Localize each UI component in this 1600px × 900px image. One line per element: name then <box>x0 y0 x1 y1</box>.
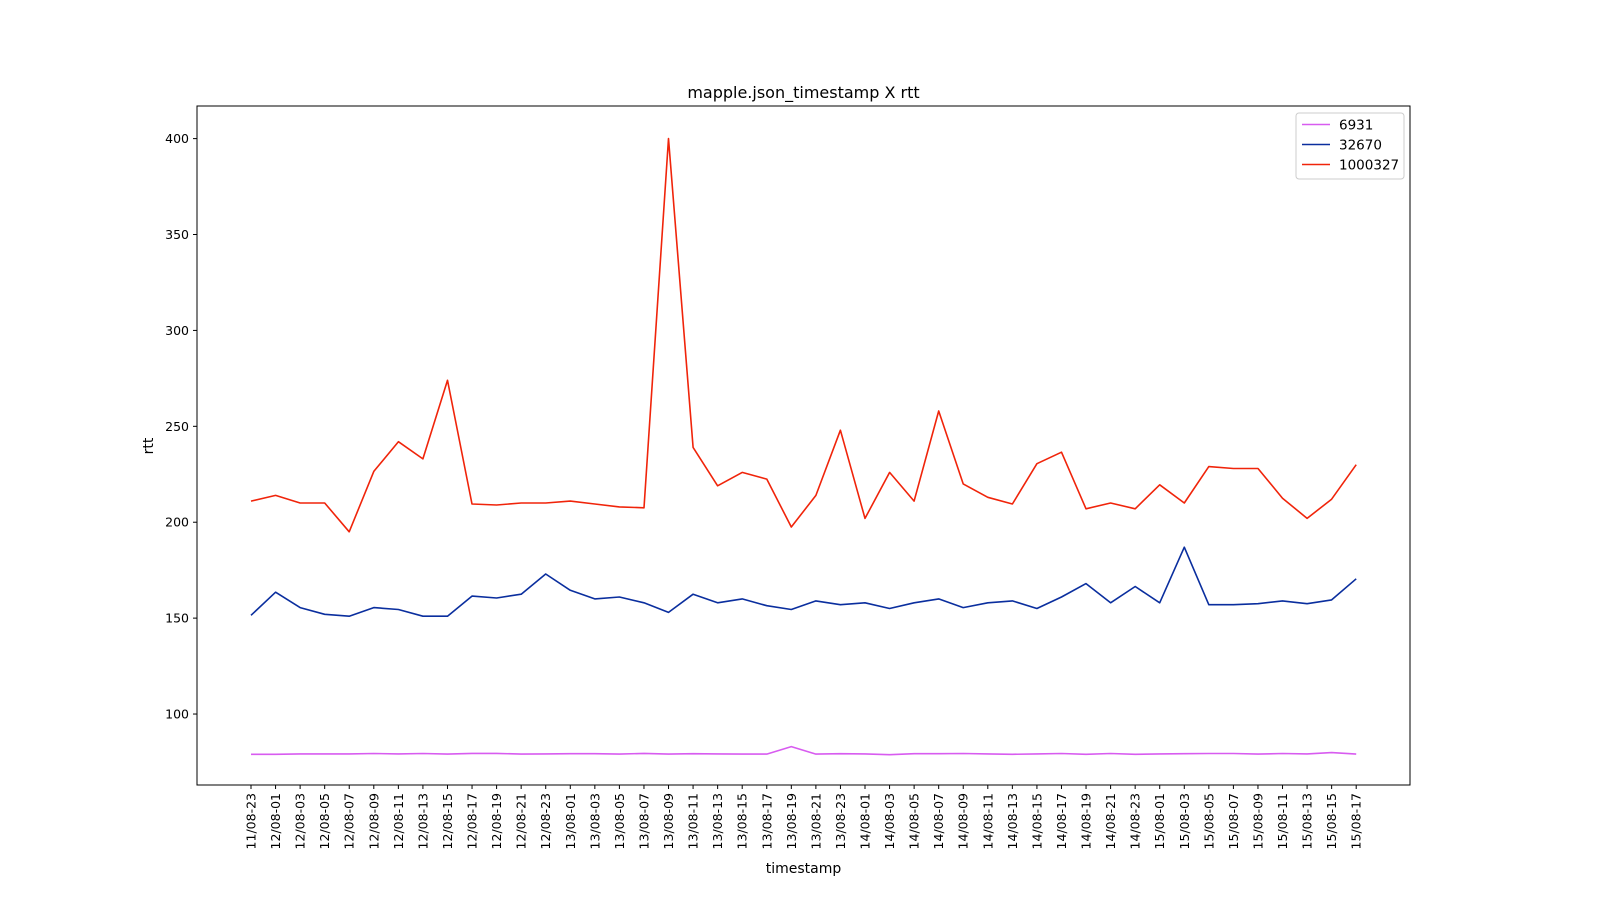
y-tick-label: 250 <box>165 419 189 434</box>
x-tick-label: 14/08-01 <box>858 793 873 849</box>
legend-box <box>1295 112 1405 180</box>
x-tick-label: 11/08-23 <box>244 793 259 849</box>
x-tick-label: 14/08-07 <box>931 793 946 849</box>
x-tick-label: 15/08-15 <box>1324 793 1339 849</box>
y-axis-title: rtt <box>141 437 157 454</box>
series-line-1000327 <box>250 137 1357 533</box>
y-axis: 100 150 200 250 300 350 400 <box>165 131 197 722</box>
x-tick-label: 12/08-23 <box>538 793 553 849</box>
y-tick-label: 300 <box>165 323 189 338</box>
x-tick-label: 13/08-13 <box>710 793 725 849</box>
x-tick-label: 15/08-07 <box>1226 793 1241 849</box>
x-tick-label: 12/08-03 <box>293 793 308 849</box>
x-tick-label: 12/08-09 <box>366 793 381 849</box>
x-tick-label: 13/08-19 <box>784 793 799 849</box>
x-tick-label: 15/08-05 <box>1201 793 1216 849</box>
x-axis: 11/08-23 12/08-01 12/08-03 12/08-05 12/08-07… <box>244 785 1364 849</box>
x-tick-label: 15/08-17 <box>1349 793 1364 849</box>
chart-title: mapple.json_timestamp X rtt <box>687 83 919 103</box>
legend-label-32670: 32670 <box>1339 138 1382 154</box>
x-tick-label: 14/08-19 <box>1079 793 1094 849</box>
y-tick-label: 200 <box>165 515 189 530</box>
x-tick-label: 15/08-13 <box>1300 793 1315 849</box>
x-axis-title: timestamp <box>766 861 842 877</box>
legend-label-1000327: 1000327 <box>1339 158 1399 174</box>
x-tick-label: 13/08-01 <box>563 793 578 849</box>
x-tick-label: 12/08-13 <box>415 793 430 849</box>
x-tick-label: 14/08-05 <box>907 793 922 849</box>
x-tick-label: 13/08-09 <box>661 793 676 849</box>
x-tick-label: 13/08-11 <box>686 793 701 849</box>
x-tick-label: 14/08-21 <box>1103 793 1118 849</box>
series-line-32670 <box>250 546 1357 618</box>
x-tick-label: 12/08-01 <box>268 793 283 849</box>
series-line-6931 <box>251 745 1357 756</box>
legend: 6931 32670 1000327 <box>1295 112 1405 180</box>
x-tick-label: 12/08-19 <box>489 793 504 849</box>
y-tick-label: 400 <box>165 131 189 146</box>
x-tick-label: 14/08-17 <box>1054 793 1069 849</box>
x-tick-label: 15/08-09 <box>1250 793 1265 849</box>
x-tick-label: 13/08-21 <box>808 793 823 849</box>
x-tick-label: 12/08-05 <box>317 793 332 849</box>
x-tick-label: 13/08-03 <box>587 793 602 849</box>
x-tick-label: 15/08-01 <box>1152 793 1167 849</box>
x-tick-label: 13/08-07 <box>636 793 651 849</box>
x-tick-label: 13/08-17 <box>759 793 774 849</box>
x-tick-label: 14/08-11 <box>980 793 995 849</box>
x-tick-label: 13/08-15 <box>735 793 750 849</box>
x-tick-label: 13/08-05 <box>612 793 627 849</box>
x-tick-label: 15/08-11 <box>1275 793 1290 849</box>
series-layer <box>250 137 1357 756</box>
y-tick-label: 150 <box>165 611 189 626</box>
x-tick-label: 14/08-23 <box>1128 793 1143 849</box>
x-tick-label: 12/08-11 <box>391 793 406 849</box>
x-tick-label: 15/08-03 <box>1177 793 1192 849</box>
x-tick-label: 12/08-21 <box>514 793 529 849</box>
x-tick-label: 12/08-07 <box>342 793 357 849</box>
x-tick-label: 12/08-15 <box>440 793 455 849</box>
x-tick-label: 14/08-13 <box>1005 793 1020 849</box>
x-tick-label: 12/08-17 <box>465 793 480 849</box>
y-tick-label: 350 <box>165 227 189 242</box>
y-tick-label: 100 <box>165 707 189 722</box>
x-tick-label: 14/08-03 <box>882 793 897 849</box>
legend-label-6931: 6931 <box>1339 118 1373 134</box>
plot-frame <box>196 105 1411 786</box>
x-tick-label: 14/08-09 <box>956 793 971 849</box>
x-tick-label: 13/08-23 <box>833 793 848 849</box>
x-tick-label: 14/08-15 <box>1029 793 1044 849</box>
